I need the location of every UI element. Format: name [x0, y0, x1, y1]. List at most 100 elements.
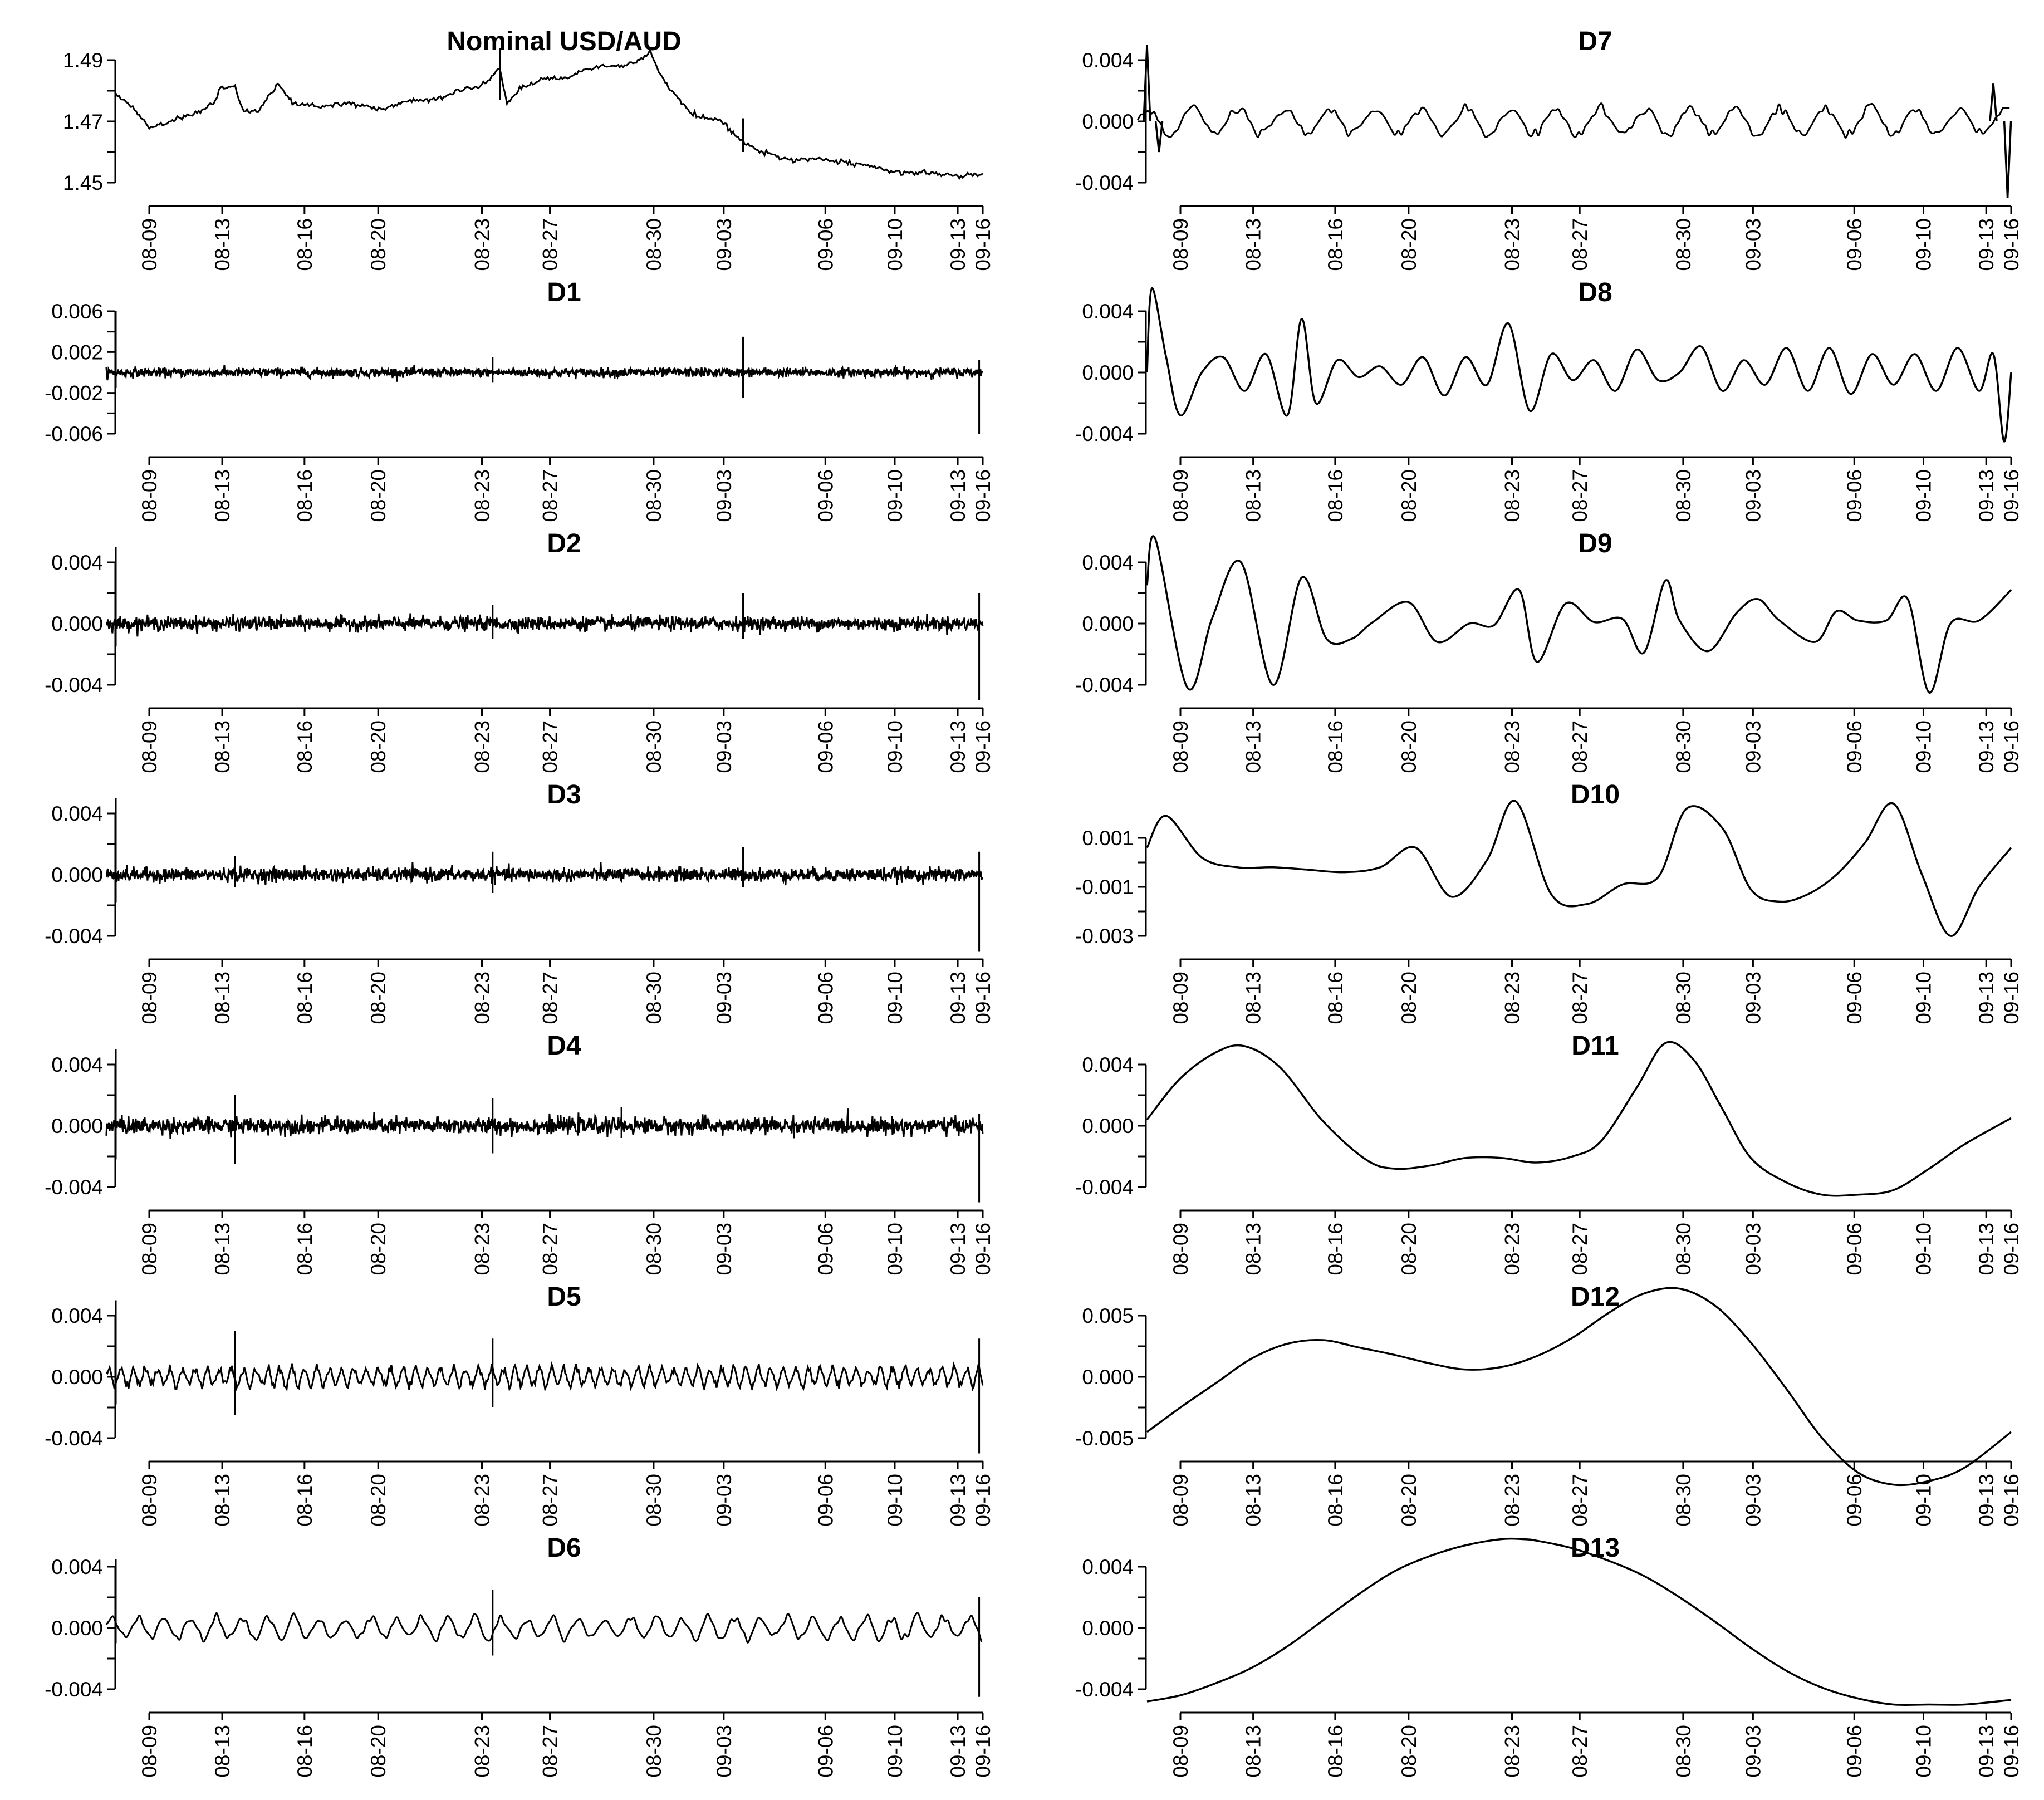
- y-tick-label: 0.000: [1082, 1115, 1134, 1137]
- x-tick-label: 08-30: [1672, 1725, 1695, 1778]
- x-tick-label: 09-16: [2000, 1725, 2023, 1778]
- y-tick-label: 0.006: [51, 300, 103, 323]
- y-tick-label: 0.004: [51, 1304, 103, 1327]
- x-tick-label: 09-16: [2000, 218, 2023, 271]
- x-tick-label: 08-23: [471, 1474, 494, 1527]
- x-tick-label: 08-20: [367, 469, 390, 522]
- x-tick-label: 08-27: [1568, 1223, 1591, 1276]
- spike-mark: [2006, 121, 2012, 198]
- panel-title: D5: [547, 1282, 581, 1312]
- panel-d6: D6 -0.004 0.000 0.004 08-09 08-13 08-16 08-20 08…: [45, 1533, 994, 1778]
- x-tick-label: 08-30: [643, 1474, 665, 1527]
- x-tick-label: 09-10: [884, 1725, 906, 1778]
- panel-title: D1: [547, 278, 581, 307]
- x-tick-label: 08-23: [1501, 1223, 1524, 1276]
- x-tick-label: 08-16: [293, 720, 316, 773]
- y-tick-label: -0.003: [1075, 925, 1134, 948]
- x-tick-label: 08-16: [1324, 469, 1347, 522]
- x-tick-label: 08-09: [138, 218, 161, 271]
- x-tick-label: 08-13: [211, 469, 234, 522]
- spike-mark: [1992, 83, 1998, 122]
- x-tick-label: 08-23: [1501, 469, 1524, 522]
- x-tick-label: 08-27: [539, 218, 562, 271]
- panel-title: D7: [1578, 27, 1612, 56]
- x-tick-label: 09-03: [713, 972, 736, 1024]
- panel-title: D4: [547, 1031, 581, 1061]
- x-tick-label: 08-30: [643, 1725, 665, 1778]
- y-tick-label: -0.001: [1075, 876, 1134, 899]
- x-tick-label: 08-23: [471, 1223, 494, 1276]
- x-tick-label: 09-13: [947, 1725, 969, 1778]
- x-tick-label: 08-23: [1501, 1474, 1524, 1527]
- y-tick-label: 0.004: [1082, 49, 1134, 72]
- x-tick-label: 09-16: [2000, 469, 2023, 522]
- panel-d7: D7 -0.004 0.000 0.004 08-09 08-13 08-16 08-20 08…: [1075, 27, 2023, 271]
- x-tick-label: 08-27: [539, 1223, 562, 1276]
- y-tick-label: -0.004: [45, 925, 103, 948]
- x-tick-label: 08-20: [367, 1223, 390, 1276]
- x-tick-label: 08-13: [1242, 972, 1265, 1024]
- x-tick-label: 09-03: [1742, 1223, 1764, 1276]
- y-tick-label: 0.004: [1082, 551, 1134, 574]
- x-tick-label: 08-13: [211, 1725, 234, 1778]
- y-tick-label: 0.000: [51, 1617, 103, 1640]
- x-tick-label: 08-30: [1672, 972, 1695, 1024]
- x-tick-label: 09-10: [1912, 469, 1935, 522]
- panel-d8: D8 -0.004 0.000 0.004 08-09 08-13 08-16 08-20 08…: [1075, 278, 2023, 522]
- series-line: [105, 1108, 984, 1139]
- x-tick-label: 09-03: [713, 469, 736, 522]
- x-tick-label: 09-13: [1975, 469, 1998, 522]
- y-tick-label: 0.000: [51, 864, 103, 886]
- y-tick-label: 1.49: [63, 49, 103, 72]
- y-tick-label: 0.001: [1082, 827, 1134, 850]
- x-tick-label: 09-13: [947, 1223, 969, 1276]
- panel-d10: D10 -0.003 -0.001 0.001 08-09 08-13 08-16 08-20…: [1075, 780, 2023, 1024]
- spike-mark: [1154, 121, 1160, 153]
- y-tick-label: 1.45: [63, 171, 103, 194]
- x-tick-label: 08-09: [138, 972, 161, 1024]
- x-tick-label: 08-13: [1242, 1474, 1265, 1527]
- x-tick-label: 08-30: [1672, 218, 1695, 271]
- y-tick-label: -0.004: [1075, 171, 1134, 194]
- y-tick-label: -0.004: [45, 1427, 103, 1450]
- y-tick-label: -0.002: [45, 382, 103, 405]
- x-tick-label: 08-30: [1672, 469, 1695, 522]
- x-tick-label: 08-13: [211, 1223, 234, 1276]
- x-tick-label: 08-27: [1568, 1725, 1591, 1778]
- x-tick-label: 09-16: [972, 1725, 994, 1778]
- x-tick-label: 09-16: [2000, 972, 2023, 1024]
- x-tick-label: 08-09: [1169, 1474, 1192, 1527]
- y-tick-label: 0.004: [1082, 1053, 1134, 1076]
- x-tick-label: 08-13: [211, 972, 234, 1024]
- x-tick-label: 09-16: [972, 720, 994, 773]
- x-tick-label: 08-20: [367, 1725, 390, 1778]
- x-tick-label: 08-09: [138, 1223, 161, 1276]
- x-tick-label: 08-20: [367, 720, 390, 773]
- y-tick-label: 0.004: [51, 1556, 103, 1578]
- spike-mark: [1158, 121, 1164, 153]
- y-tick-label: -0.005: [1075, 1427, 1134, 1450]
- x-tick-label: 09-06: [1843, 1223, 1866, 1276]
- panel-d3: D3 -0.004 0.000 0.004 08-09 08-13 08-16 08-20 08…: [45, 780, 994, 1024]
- x-tick-label: 09-03: [1742, 1474, 1764, 1527]
- x-tick-label: 08-20: [1398, 469, 1420, 522]
- x-tick-label: 09-03: [713, 218, 736, 271]
- x-tick-label: 08-13: [1242, 1223, 1265, 1276]
- y-tick-label: 1.47: [63, 110, 103, 133]
- x-tick-label: 09-10: [884, 972, 906, 1024]
- panel-d1: D1 -0.006 -0.002 0.002 0.006 08-09 08-13 08-16 0…: [45, 278, 994, 522]
- x-tick-label: 09-13: [947, 972, 969, 1024]
- x-tick-label: 08-16: [293, 218, 316, 271]
- y-tick-label: 0.002: [51, 341, 103, 364]
- series-line: [106, 862, 984, 886]
- x-tick-label: 08-30: [643, 720, 665, 773]
- x-tick-label: 09-10: [1912, 218, 1935, 271]
- x-tick-label: 08-20: [367, 972, 390, 1024]
- x-tick-label: 08-09: [1169, 1725, 1192, 1778]
- panel-title: D13: [1571, 1533, 1620, 1563]
- x-tick-label: 09-16: [972, 1474, 994, 1527]
- x-tick-label: 08-27: [1568, 469, 1591, 522]
- x-tick-label: 08-30: [643, 972, 665, 1024]
- x-tick-label: 08-09: [138, 469, 161, 522]
- x-tick-label: 08-20: [1398, 218, 1420, 271]
